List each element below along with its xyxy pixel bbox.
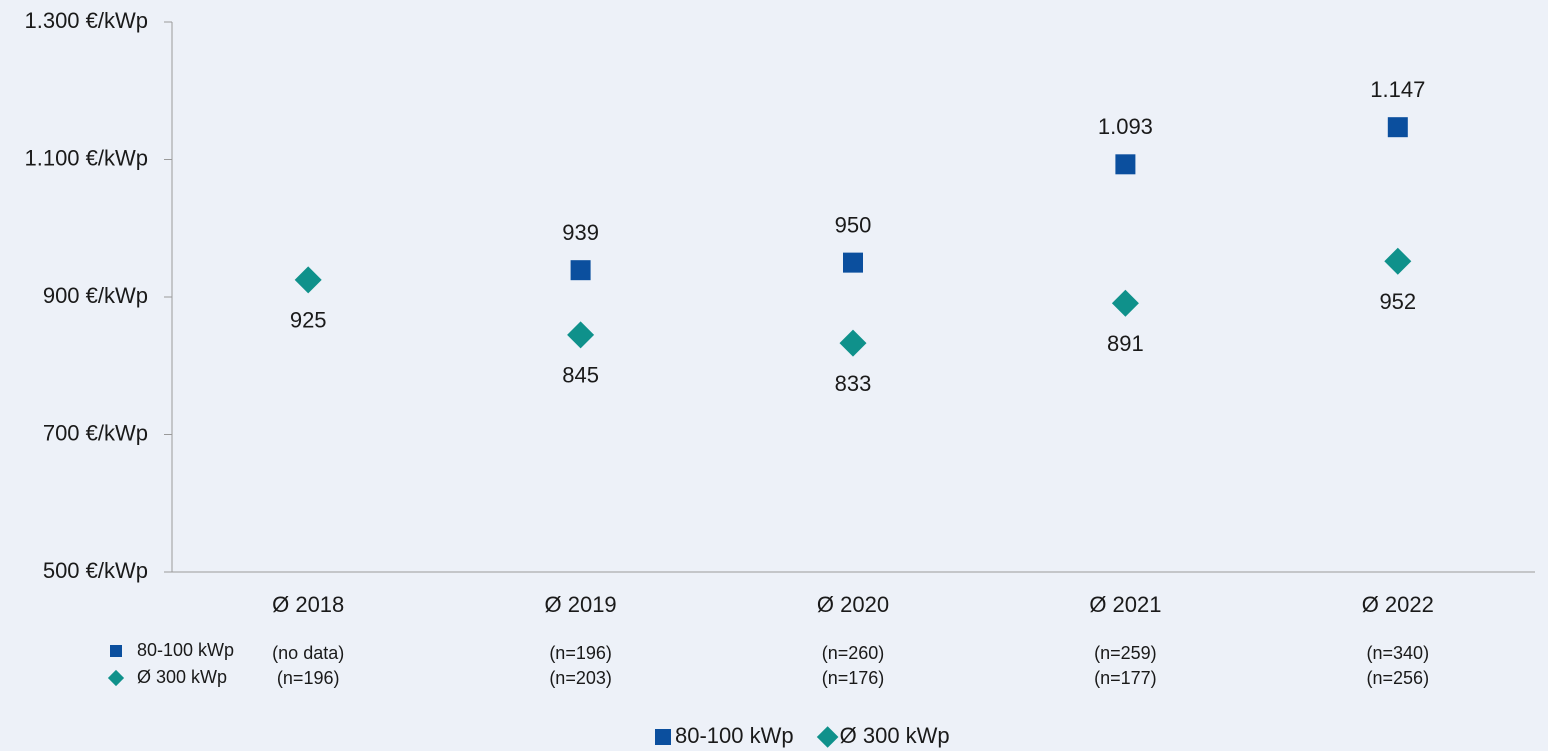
point xyxy=(567,321,595,349)
x-tick-label: Ø 2020 xyxy=(817,592,889,617)
y-tick-label: 900 €/kWp xyxy=(43,283,148,308)
sample-size: (n=259) xyxy=(1094,643,1157,663)
point xyxy=(1384,247,1412,275)
x-tick-label: Ø 2022 xyxy=(1362,592,1434,617)
legend-marker xyxy=(110,645,122,657)
data-label: 925 xyxy=(290,308,327,333)
x-tick-label: Ø 2021 xyxy=(1089,592,1161,617)
sample-size: (n=196) xyxy=(549,643,612,663)
data-label: 1.147 xyxy=(1370,77,1425,102)
legend-marker xyxy=(655,729,671,745)
point xyxy=(570,260,591,281)
data-label: 939 xyxy=(562,220,599,245)
data-label: 952 xyxy=(1379,289,1416,314)
point xyxy=(1387,117,1408,138)
sample-size: (n=256) xyxy=(1367,668,1430,688)
sample-size: (n=260) xyxy=(822,643,885,663)
legend-label: 80-100 kWp xyxy=(137,640,234,660)
data-label: 845 xyxy=(562,363,599,388)
legend-marker xyxy=(107,669,125,687)
y-tick-label: 700 €/kWp xyxy=(43,420,148,445)
legend-label: Ø 300 kWp xyxy=(137,667,227,687)
legend-label: 80-100 kWp xyxy=(675,723,794,748)
y-tick-label: 1.300 €/kWp xyxy=(24,8,148,33)
point xyxy=(294,266,322,294)
sample-size: (n=340) xyxy=(1367,643,1430,663)
data-label: 1.093 xyxy=(1098,114,1153,139)
data-label: 833 xyxy=(835,371,872,396)
point xyxy=(1111,289,1139,317)
sample-size: (n=196) xyxy=(277,668,340,688)
legend-marker xyxy=(816,726,839,748)
y-tick-label: 1.100 €/kWp xyxy=(24,145,148,170)
legend-label: Ø 300 kWp xyxy=(840,723,950,748)
data-label: 950 xyxy=(835,212,872,237)
sample-size: (n=177) xyxy=(1094,668,1157,688)
data-label: 891 xyxy=(1107,331,1144,356)
x-tick-label: Ø 2019 xyxy=(545,592,617,617)
sample-size: (no data) xyxy=(272,643,344,663)
point xyxy=(1115,154,1136,175)
point xyxy=(839,329,867,357)
sample-size: (n=203) xyxy=(549,668,612,688)
sample-size: (n=176) xyxy=(822,668,885,688)
x-tick-label: Ø 2018 xyxy=(272,592,344,617)
point xyxy=(843,252,863,273)
y-tick-label: 500 €/kWp xyxy=(43,558,148,583)
